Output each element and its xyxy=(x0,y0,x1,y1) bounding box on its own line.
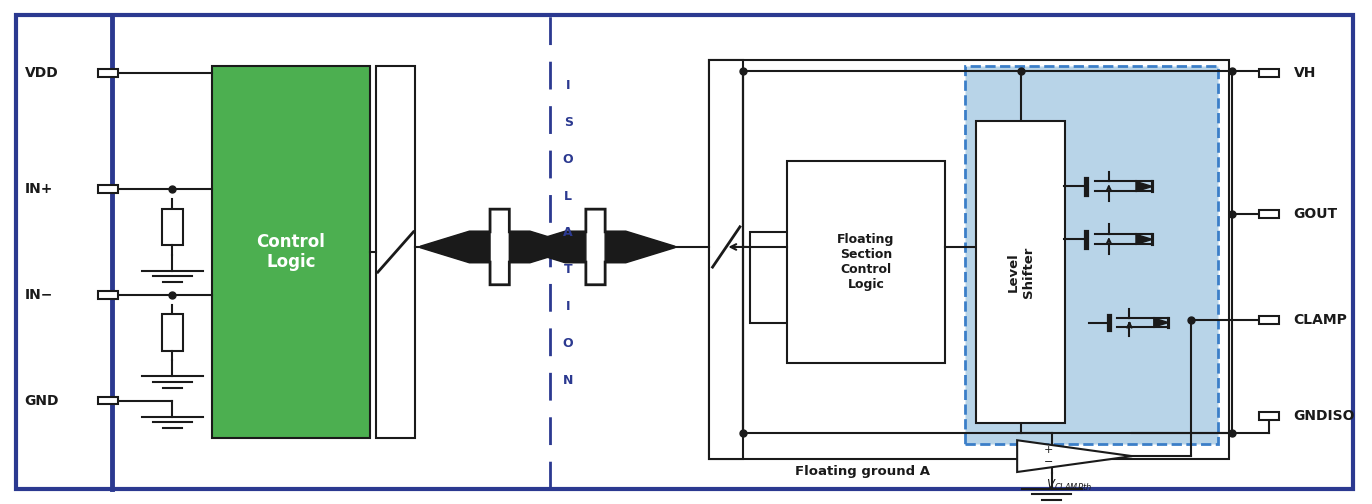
Text: IN+: IN+ xyxy=(25,182,54,196)
Bar xyxy=(213,66,369,438)
Text: VDD: VDD xyxy=(25,66,59,80)
Text: T: T xyxy=(564,263,572,276)
Text: +: + xyxy=(1044,445,1054,455)
Text: GNDISO: GNDISO xyxy=(1294,409,1356,423)
Bar xyxy=(97,291,118,298)
Bar xyxy=(975,121,1065,423)
Bar xyxy=(788,161,944,363)
Polygon shape xyxy=(516,232,586,262)
Text: O: O xyxy=(563,337,573,350)
Polygon shape xyxy=(509,232,579,262)
Polygon shape xyxy=(1017,440,1132,472)
Text: −: − xyxy=(1044,457,1054,467)
Text: I: I xyxy=(565,300,571,313)
Bar xyxy=(1258,211,1279,218)
Text: S: S xyxy=(564,116,572,129)
Bar xyxy=(162,314,184,351)
Text: VH: VH xyxy=(1294,66,1316,80)
Polygon shape xyxy=(516,209,675,285)
Bar xyxy=(1258,317,1279,324)
Polygon shape xyxy=(1154,318,1169,327)
Bar xyxy=(376,66,414,438)
Bar xyxy=(1258,412,1279,419)
Text: GND: GND xyxy=(25,394,59,408)
Polygon shape xyxy=(1136,181,1152,192)
Text: Floating
Section
Control
Logic: Floating Section Control Logic xyxy=(837,233,895,291)
Polygon shape xyxy=(420,209,579,285)
Text: O: O xyxy=(563,153,573,166)
Text: $V_{CLAMPth}$: $V_{CLAMPth}$ xyxy=(1045,478,1092,493)
Text: N: N xyxy=(563,373,573,387)
Text: Level
Shifter: Level Shifter xyxy=(1007,246,1034,298)
Bar xyxy=(97,397,118,404)
Text: Floating ground A: Floating ground A xyxy=(794,465,930,478)
Bar xyxy=(709,60,744,459)
Polygon shape xyxy=(1136,234,1152,244)
Bar xyxy=(162,209,184,245)
Bar xyxy=(97,69,118,77)
Text: I: I xyxy=(565,79,571,92)
Bar xyxy=(709,60,1229,459)
Text: GOUT: GOUT xyxy=(1294,207,1338,221)
Polygon shape xyxy=(420,232,490,262)
Text: CLAMP: CLAMP xyxy=(1294,313,1347,327)
Bar xyxy=(97,185,118,193)
Bar xyxy=(750,232,826,323)
Bar xyxy=(1258,69,1279,77)
Bar xyxy=(965,66,1218,444)
Text: IN−: IN− xyxy=(25,288,54,302)
Polygon shape xyxy=(605,232,675,262)
Text: Control
Logic: Control Logic xyxy=(257,233,325,271)
Text: L: L xyxy=(564,190,572,203)
Text: A: A xyxy=(564,226,573,239)
